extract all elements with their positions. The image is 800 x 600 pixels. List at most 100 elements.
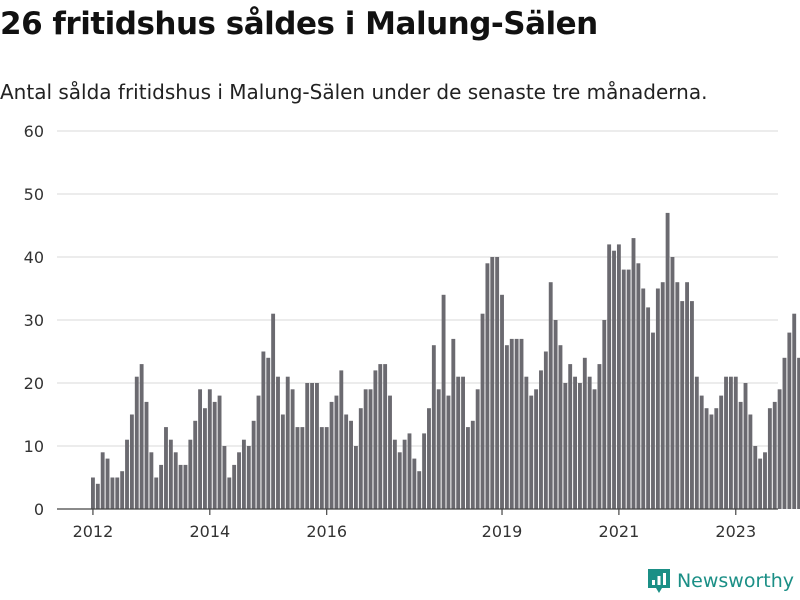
bar (110, 478, 114, 510)
bar (96, 484, 100, 509)
bar (461, 377, 465, 509)
brand-footer: Newsworthy (647, 568, 794, 594)
bar (393, 440, 397, 509)
bar (188, 440, 192, 509)
bar (646, 307, 650, 509)
bar (257, 396, 261, 509)
x-tick-label: 2012 (73, 522, 114, 541)
bar (193, 421, 197, 509)
y-axis-tick-labels: 0 10 20 30 40 50 60 (24, 122, 44, 519)
bar (140, 364, 144, 509)
bar (261, 352, 265, 510)
bar (408, 433, 412, 509)
bar (115, 478, 119, 510)
bar (602, 320, 606, 509)
bar (612, 251, 616, 509)
bar (573, 377, 577, 509)
bar (286, 377, 290, 509)
bar (427, 408, 431, 509)
bar (748, 415, 752, 510)
bar (471, 421, 475, 509)
bar (203, 408, 207, 509)
bar (778, 389, 782, 509)
bar (135, 377, 139, 509)
x-tick-label: 2023 (715, 522, 756, 541)
bar (417, 471, 421, 509)
bar (485, 263, 489, 509)
bar (296, 427, 300, 509)
bar (184, 465, 188, 509)
bar (349, 421, 353, 509)
bar (364, 389, 368, 509)
gridlines (57, 131, 778, 446)
y-tick-label: 60 (24, 122, 44, 141)
bar (179, 465, 183, 509)
bar (198, 389, 202, 509)
bar (154, 478, 158, 510)
bar (768, 408, 772, 509)
bar (412, 459, 416, 509)
bar (481, 314, 485, 509)
x-tick-label: 2021 (599, 522, 640, 541)
bar (520, 339, 524, 509)
bar (539, 370, 543, 509)
bar (120, 471, 124, 509)
x-tick-label: 2014 (189, 522, 230, 541)
bar (719, 396, 723, 509)
bar (106, 459, 110, 509)
bar (476, 389, 480, 509)
y-tick-label: 0 (34, 500, 44, 519)
bar (753, 446, 757, 509)
brand-name: Newsworthy (677, 570, 794, 592)
bar (451, 339, 455, 509)
x-tick-label: 2019 (482, 522, 523, 541)
y-tick-label: 20 (24, 374, 44, 393)
bar (373, 370, 377, 509)
bar (515, 339, 519, 509)
x-tick-label: 2016 (306, 522, 347, 541)
bar (335, 396, 339, 509)
bar (169, 440, 173, 509)
bar (695, 377, 699, 509)
bar (447, 396, 451, 509)
bar (641, 289, 645, 510)
bar (700, 396, 704, 509)
bar (325, 427, 329, 509)
bar (588, 377, 592, 509)
bar (164, 427, 168, 509)
bar (422, 433, 426, 509)
bar (315, 383, 319, 509)
bar (354, 446, 358, 509)
bar (563, 383, 567, 509)
bar (305, 383, 309, 509)
bar (466, 427, 470, 509)
bar (666, 213, 670, 509)
bar (534, 389, 538, 509)
bar (597, 364, 601, 509)
y-tick-label: 30 (24, 311, 44, 330)
bar (227, 478, 231, 510)
y-tick-label: 10 (24, 437, 44, 456)
bar (403, 440, 407, 509)
bar (739, 402, 743, 509)
bar (130, 415, 134, 510)
bar (714, 408, 718, 509)
bar (783, 358, 787, 509)
bar (101, 452, 105, 509)
bar (437, 389, 441, 509)
bar (554, 320, 558, 509)
bar (398, 452, 402, 509)
bar (159, 465, 163, 509)
bar (149, 452, 153, 509)
bar (291, 389, 295, 509)
bar (330, 402, 334, 509)
bar (242, 440, 246, 509)
bar (339, 370, 343, 509)
bar (578, 383, 582, 509)
bar (247, 446, 251, 509)
bar (359, 408, 363, 509)
bar (213, 402, 217, 509)
bar (344, 415, 348, 510)
bar (529, 396, 533, 509)
bar (237, 452, 241, 509)
